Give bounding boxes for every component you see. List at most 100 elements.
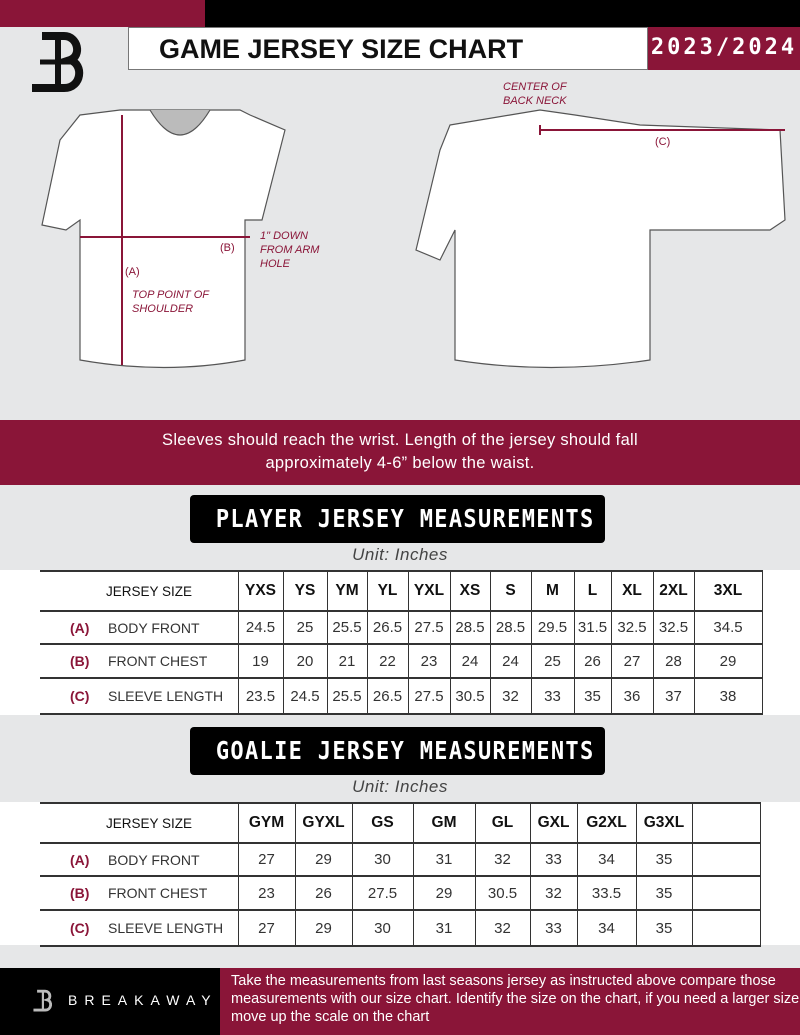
header-jersey-size: JERSEY SIZE	[40, 570, 239, 612]
measure-value: 30	[352, 843, 414, 877]
goalie-section-title: GOALIE JERSEY MEASUREMENTS	[190, 727, 605, 775]
measure-value: 36	[611, 678, 654, 715]
footer-instructions: Take the measurements from last seasons …	[220, 968, 800, 1035]
size-header: G3XL	[636, 802, 693, 844]
measure-value: 25.5	[327, 611, 368, 645]
size-header: 3XL	[694, 570, 763, 612]
measure-label: BODY FRONT	[108, 851, 200, 868]
size-header: YXS	[238, 570, 284, 612]
measure-value: 24.5	[283, 678, 328, 715]
measure-value: 26	[574, 644, 612, 679]
measure-value: 19	[238, 644, 284, 679]
measure-value: 29	[295, 910, 353, 947]
goalie-size-table: JERSEY SIZE GYM GYXL GS GM GL GXL G2XL G3XL (A) BO…	[40, 802, 761, 947]
player-size-table: JERSEY SIZE YXS YS YM YL YXL XS S M L XL 2XL 3XL (A) B…	[40, 570, 763, 715]
measure-value: 27.5	[408, 611, 451, 645]
table-row: (B) FRONT CHEST 23 26 27.5 29 30.5 32 33.5 35	[40, 876, 761, 911]
table-row: (C) SLEEVE LENGTH 23.5 24.5 25.5 26.5 27.5 30.5…	[40, 678, 763, 715]
measure-code: (C)	[70, 688, 90, 704]
measure-value: 27	[238, 843, 296, 877]
measure-value: 33.5	[577, 876, 637, 911]
measure-label-cell: (A) BODY FRONT	[40, 611, 239, 645]
measure-label: BODY FRONT	[108, 619, 200, 636]
measure-value: 32	[475, 843, 531, 877]
player-section-title-text: PLAYER JERSEY MEASUREMENTS	[215, 504, 595, 533]
size-header: S	[490, 570, 532, 612]
player-table-area: JERSEY SIZE YXS YS YM YL YXL XS S M L XL 2XL 3XL (A) B…	[0, 570, 800, 715]
label-a: (A)	[125, 266, 140, 278]
measure-value: 31	[413, 843, 476, 877]
goalie-section-title-text: GOALIE JERSEY MEASUREMENTS	[215, 736, 595, 765]
size-header: XS	[450, 570, 491, 612]
table-row: (C) SLEEVE LENGTH 27 29 30 31 32 33 34 35	[40, 910, 761, 947]
measure-value: 25	[531, 644, 575, 679]
size-header: YXL	[408, 570, 451, 612]
measure-value: 31	[413, 910, 476, 947]
measure-value: 22	[367, 644, 409, 679]
breakaway-logo	[32, 32, 83, 92]
measure-value: 35	[636, 910, 693, 947]
size-header: M	[531, 570, 575, 612]
measure-value: 27.5	[408, 678, 451, 715]
size-header: GXL	[530, 802, 578, 844]
measure-value: 31.5	[574, 611, 612, 645]
measure-value: 27	[238, 910, 296, 947]
measure-value: 23	[408, 644, 451, 679]
header-jersey-size: JERSEY SIZE	[40, 802, 239, 844]
measure-value: 24.5	[238, 611, 284, 645]
measure-value: 38	[694, 678, 763, 715]
measure-value: 29.5	[531, 611, 575, 645]
page-title: GAME JERSEY SIZE CHART	[128, 27, 648, 70]
measure-label: FRONT CHEST	[108, 653, 208, 669]
measure-value	[692, 843, 761, 877]
measure-label-cell: (A) BODY FRONT	[40, 843, 239, 877]
label-b: (B)	[220, 242, 235, 254]
size-header: YM	[327, 570, 368, 612]
measure-value: 27	[611, 644, 654, 679]
measure-value: 25.5	[327, 678, 368, 715]
measure-value: 37	[653, 678, 695, 715]
size-header: L	[574, 570, 612, 612]
fit-instructions: Sleeves should reach the wrist. Length o…	[162, 431, 638, 472]
measure-value: 27.5	[352, 876, 414, 911]
center-back-neck-note: CENTER OF BACK NECK	[503, 81, 567, 107]
size-header: YS	[283, 570, 328, 612]
measure-value: 29	[295, 843, 353, 877]
footer-brand: BREAKAWAY	[0, 968, 220, 1035]
measure-value: 26.5	[367, 678, 409, 715]
measure-value: 26.5	[367, 611, 409, 645]
shoulder-note: TOP POINT OF SHOULDER	[132, 289, 209, 315]
measure-value: 24	[450, 644, 491, 679]
measure-value: 28	[653, 644, 695, 679]
player-section-title: PLAYER JERSEY MEASUREMENTS	[190, 495, 605, 543]
measure-code: (C)	[70, 920, 90, 936]
goalie-table-area: JERSEY SIZE GYM GYXL GS GM GL GXL G2XL G3XL (A) BO…	[0, 802, 800, 947]
measure-value: 24	[490, 644, 532, 679]
measure-value: 35	[574, 678, 612, 715]
size-header: YL	[367, 570, 409, 612]
measure-value: 21	[327, 644, 368, 679]
goalie-unit: Unit: Inches	[352, 777, 448, 796]
jersey-diagram	[41, 109, 786, 369]
measure-value: 33	[530, 843, 578, 877]
measure-value	[692, 876, 761, 911]
measure-value	[692, 910, 761, 947]
measure-value: 32	[475, 910, 531, 947]
measure-label: SLEEVE LENGTH	[108, 688, 224, 704]
measure-code: (A)	[70, 619, 90, 636]
measure-value: 34	[577, 843, 637, 877]
size-header: GYXL	[295, 802, 353, 844]
measure-value: 30	[352, 910, 414, 947]
size-header: GS	[352, 802, 414, 844]
measure-label-cell: (C) SLEEVE LENGTH	[40, 910, 239, 947]
measure-value: 26	[295, 876, 353, 911]
measure-value: 29	[413, 876, 476, 911]
measure-code: (B)	[70, 885, 90, 901]
measure-value: 28.5	[490, 611, 532, 645]
label-c: (C)	[655, 136, 671, 148]
measure-value: 30.5	[475, 876, 531, 911]
measure-value: 29	[694, 644, 763, 679]
measure-label-cell: (C) SLEEVE LENGTH	[40, 678, 239, 715]
measure-code: (B)	[70, 653, 90, 669]
size-header: GM	[413, 802, 476, 844]
